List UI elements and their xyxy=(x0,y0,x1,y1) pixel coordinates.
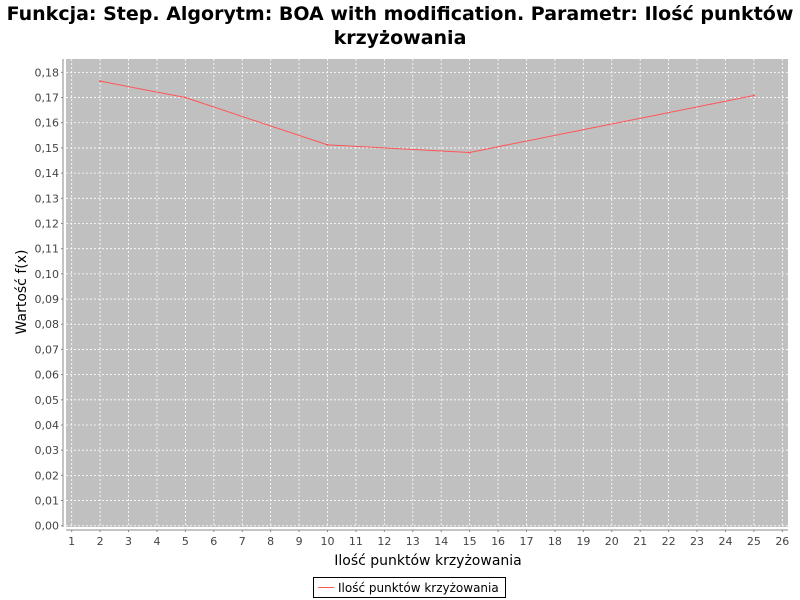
chart-title: Funkcja: Step. Algorytm: BOA with modifi… xyxy=(6,3,794,49)
x-tick-label: 11 xyxy=(349,535,363,548)
y-tick-label: 0,12 xyxy=(35,217,60,230)
x-tick-label: 9 xyxy=(296,535,303,548)
y-tick-label: 0,03 xyxy=(35,444,60,457)
y-tick-label: 0,07 xyxy=(35,343,60,356)
x-tick-label: 8 xyxy=(267,535,274,548)
x-tick-label: 13 xyxy=(406,535,420,548)
y-tick-label: 0,04 xyxy=(35,419,60,432)
y-tick-label: 0,02 xyxy=(35,469,60,482)
data-point xyxy=(468,151,471,154)
x-tick-label: 19 xyxy=(576,535,590,548)
x-tick-label: 18 xyxy=(548,535,562,548)
x-tick-label: 26 xyxy=(775,535,789,548)
data-point xyxy=(752,94,755,97)
y-tick-label: 0,08 xyxy=(35,318,60,331)
x-tick-label: 15 xyxy=(463,535,477,548)
y-tick-label: 0,10 xyxy=(35,268,60,281)
x-tick-label: 20 xyxy=(605,535,619,548)
data-point xyxy=(326,143,329,146)
x-tick-label: 22 xyxy=(662,535,676,548)
x-tick-label: 1 xyxy=(68,535,75,548)
y-tick-label: 0,15 xyxy=(35,142,60,155)
legend: Ilość punktów krzyżowania xyxy=(313,577,506,598)
x-tick-label: 12 xyxy=(377,535,391,548)
x-tick-label: 10 xyxy=(321,535,335,548)
x-tick-label: 17 xyxy=(519,535,533,548)
y-tick-label: 0,13 xyxy=(35,192,60,205)
x-tick-label: 25 xyxy=(747,535,761,548)
x-tick-label: 4 xyxy=(153,535,160,548)
y-axis-label: Wartość f(x) xyxy=(14,250,30,335)
data-point xyxy=(99,80,102,83)
x-tick-label: 24 xyxy=(718,535,732,548)
x-tick-label: 5 xyxy=(182,535,189,548)
y-tick-label: 0,05 xyxy=(35,394,60,407)
y-tick-label: 0,01 xyxy=(35,495,60,508)
y-tick-label: 0,14 xyxy=(35,167,60,180)
y-tick-label: 0,11 xyxy=(35,243,60,256)
y-tick-label: 0,17 xyxy=(35,92,60,105)
legend-label: Ilość punktów krzyżowania xyxy=(338,580,499,595)
x-tick-label: 21 xyxy=(633,535,647,548)
x-tick-label: 7 xyxy=(239,535,246,548)
y-tick-label: 0,09 xyxy=(35,293,60,306)
data-point xyxy=(184,96,187,99)
x-tick-label: 3 xyxy=(125,535,132,548)
y-tick-label: 0,00 xyxy=(35,520,60,533)
x-axis-label: Ilość punktów krzyżowania xyxy=(334,553,522,569)
y-tick-label: 0,18 xyxy=(35,66,60,79)
plot-area xyxy=(66,59,788,527)
x-tick-label: 2 xyxy=(97,535,104,548)
x-tick-label: 16 xyxy=(491,535,505,548)
x-tick-label: 14 xyxy=(434,535,448,548)
x-tick-label: 23 xyxy=(690,535,704,548)
y-tick-label: 0,16 xyxy=(35,117,60,130)
y-tick-label: 0,06 xyxy=(35,369,60,382)
legend-line-swatch xyxy=(318,587,334,588)
x-tick-label: 6 xyxy=(210,535,217,548)
